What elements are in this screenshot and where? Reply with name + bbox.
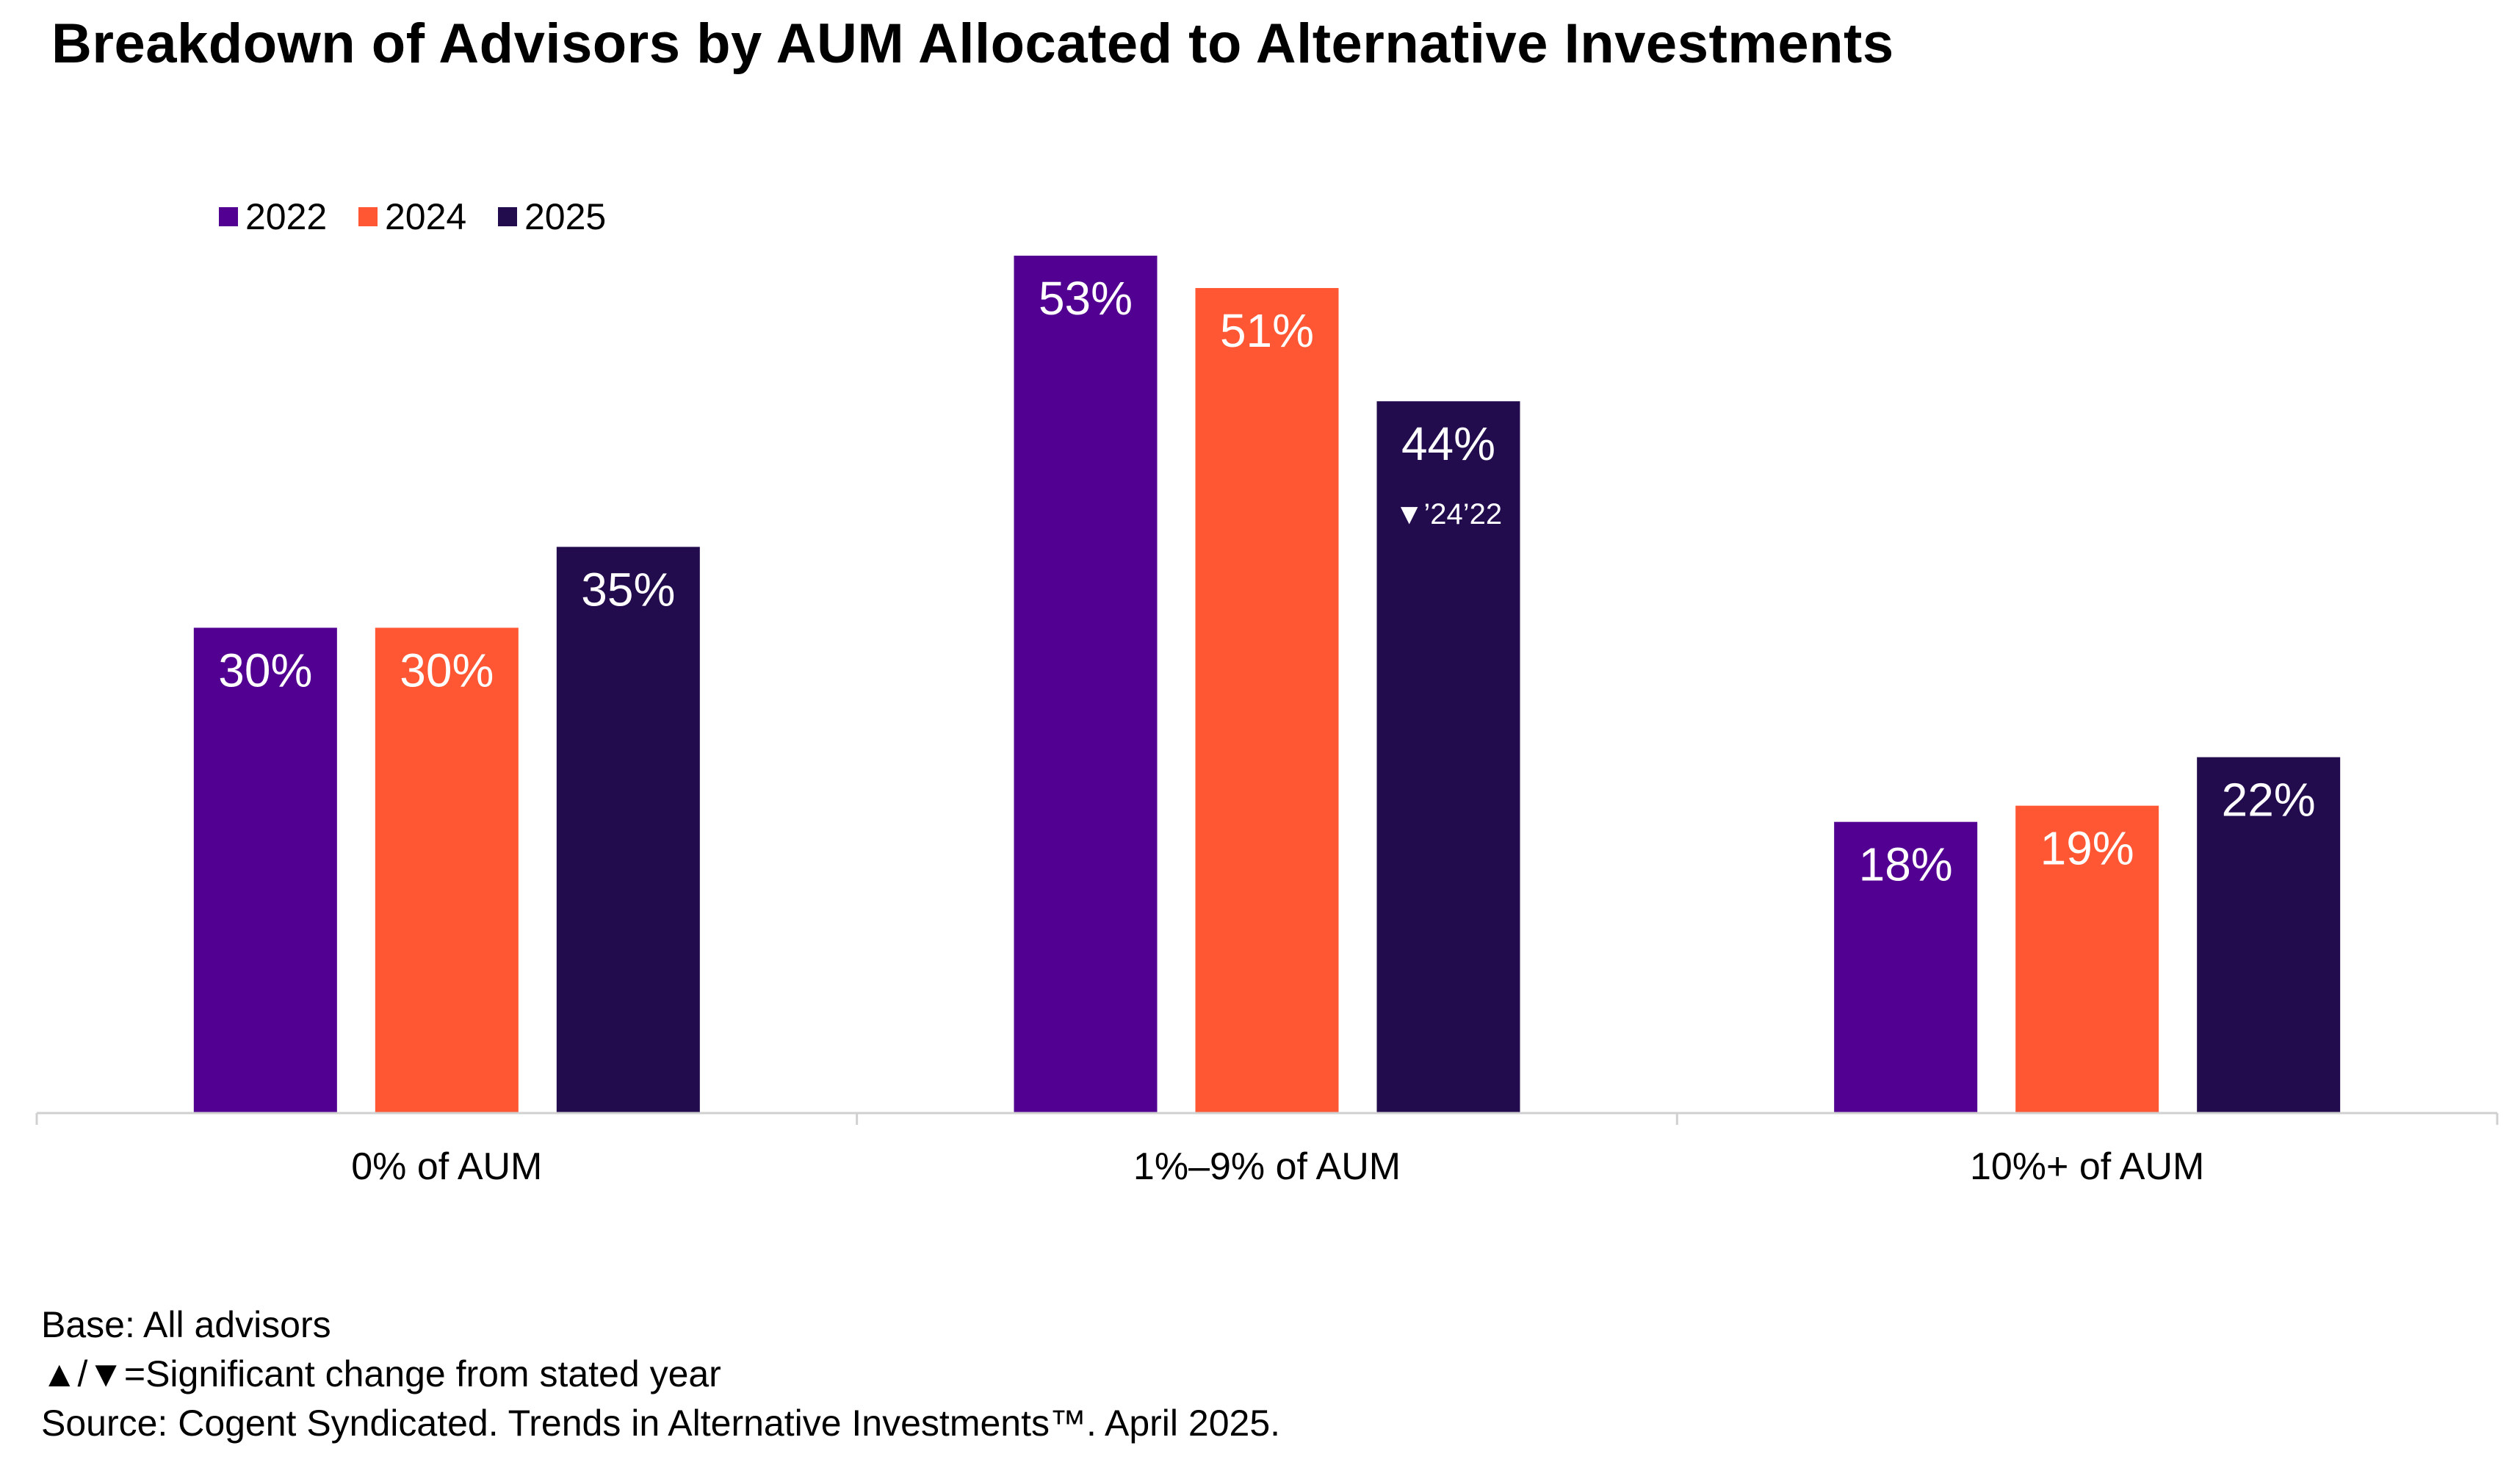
- data-label: 18%: [1859, 838, 1953, 891]
- x-tick-label: 10%+ of AUM: [1970, 1145, 2204, 1188]
- legend-swatch-2022: [219, 207, 238, 226]
- bars-group: 30% 30% 35% 53% 51% 44% 18% 19% 22% ▼’24’22: [193, 256, 2341, 1114]
- legend-swatch-2025: [498, 207, 517, 226]
- legend-swatch-2024: [358, 207, 378, 226]
- bar-2024-3: [2015, 805, 2159, 1113]
- data-label: 44%: [1401, 417, 1495, 470]
- x-tick-label: 1%–9% of AUM: [1133, 1145, 1401, 1188]
- data-label: 19%: [2040, 822, 2134, 875]
- legend-label-2022: 2022: [245, 196, 327, 237]
- bar-2024-2: [1195, 288, 1339, 1114]
- chart-title: Breakdown of Advisors by AUM Allocated t…: [51, 12, 1894, 75]
- footnotes: Base: All advisors ▲/▼=Significant chang…: [41, 1300, 1280, 1448]
- data-label: 51%: [1220, 304, 1314, 357]
- significance-annotation: ▼’24’22: [1395, 498, 1502, 530]
- data-label: 35%: [581, 563, 675, 616]
- bar-2022-2: [1014, 256, 1158, 1113]
- data-label: 30%: [218, 644, 312, 696]
- footnote-source: Source: Cogent Syndicated. Trends in Alt…: [41, 1403, 1281, 1444]
- bar-2022-1: [193, 627, 337, 1113]
- legend-label-2025: 2025: [524, 196, 606, 237]
- bar-2024-1: [375, 627, 519, 1113]
- bar-2022-3: [1834, 821, 1978, 1113]
- data-label: 30%: [400, 644, 494, 696]
- data-label: 53%: [1039, 272, 1133, 325]
- bar-2025-2: [1376, 401, 1520, 1113]
- bar-2025-1: [556, 547, 700, 1113]
- legend: 2022 2024 2025: [219, 196, 606, 237]
- x-axis: 0% of AUM 1%–9% of AUM 10%+ of AUM: [35, 1112, 2499, 1188]
- data-label: 22%: [2222, 774, 2316, 827]
- legend-label-2024: 2024: [385, 196, 466, 237]
- footnote-significance: ▲/▼=Significant change from stated year: [41, 1353, 721, 1394]
- footnote-base: Base: All advisors: [41, 1304, 331, 1345]
- x-tick-label: 0% of AUM: [351, 1145, 542, 1188]
- bar-2025-3: [2197, 757, 2341, 1113]
